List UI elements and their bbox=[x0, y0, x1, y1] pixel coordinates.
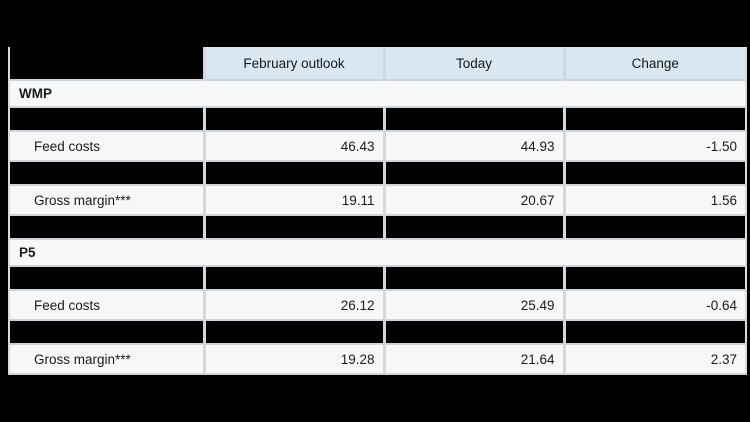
value-today: 21.64 bbox=[384, 344, 566, 375]
column-header-change: Change bbox=[564, 47, 746, 81]
redacted-row bbox=[9, 215, 746, 240]
redacted-cell bbox=[204, 266, 386, 291]
redacted-cell bbox=[384, 107, 566, 132]
value-change: -1.50 bbox=[564, 131, 746, 162]
row-label: Feed costs bbox=[9, 131, 206, 162]
value-change: -0.64 bbox=[564, 290, 746, 321]
redacted-row bbox=[9, 107, 746, 132]
value-today: 44.93 bbox=[384, 131, 566, 162]
redacted-cell bbox=[9, 320, 206, 345]
redacted-cell bbox=[384, 320, 566, 345]
section-row-p5: P5 bbox=[9, 239, 746, 267]
value-today: 20.67 bbox=[384, 185, 566, 216]
table-row-wmp-feed-costs: Feed costs 46.43 44.93 -1.50 bbox=[9, 131, 746, 162]
redacted-row bbox=[9, 320, 746, 345]
row-label: Feed costs bbox=[9, 290, 206, 321]
section-title: WMP bbox=[9, 80, 746, 108]
table-header-row: February outlook Today Change bbox=[9, 47, 746, 81]
redacted-cell bbox=[564, 161, 746, 186]
redacted-cell bbox=[564, 266, 746, 291]
value-february-outlook: 19.11 bbox=[204, 185, 386, 216]
redacted-cell bbox=[9, 161, 206, 186]
value-february-outlook: 46.43 bbox=[204, 131, 386, 162]
redacted-cell bbox=[564, 107, 746, 132]
redacted-cell bbox=[564, 215, 746, 240]
column-header-february-outlook: February outlook bbox=[204, 47, 386, 81]
table-row-wmp-gross-margin: Gross margin*** 19.11 20.67 1.56 bbox=[9, 185, 746, 216]
redacted-cell bbox=[564, 320, 746, 345]
value-february-outlook: 19.28 bbox=[204, 344, 386, 375]
row-label: Gross margin*** bbox=[9, 344, 206, 375]
row-label: Gross margin*** bbox=[9, 185, 206, 216]
redacted-cell bbox=[9, 107, 206, 132]
section-row-wmp: WMP bbox=[9, 80, 746, 108]
value-change: 2.37 bbox=[564, 344, 746, 375]
redacted-cell bbox=[204, 320, 386, 345]
value-february-outlook: 26.12 bbox=[204, 290, 386, 321]
outlook-table: February outlook Today Change WMP Feed c… bbox=[8, 47, 747, 375]
column-header-today: Today bbox=[384, 47, 566, 81]
value-change: 1.56 bbox=[564, 185, 746, 216]
value-today: 25.49 bbox=[384, 290, 566, 321]
redacted-cell bbox=[9, 266, 206, 291]
table-row-p5-feed-costs: Feed costs 26.12 25.49 -0.64 bbox=[9, 290, 746, 321]
table-row-p5-gross-margin: Gross margin*** 19.28 21.64 2.37 bbox=[9, 344, 746, 375]
redacted-cell bbox=[204, 161, 386, 186]
redacted-cell bbox=[9, 215, 206, 240]
redacted-cell bbox=[204, 107, 386, 132]
redacted-row bbox=[9, 266, 746, 291]
redacted-cell bbox=[384, 266, 566, 291]
redacted-row bbox=[9, 161, 746, 186]
redacted-cell bbox=[204, 215, 386, 240]
redacted-cell bbox=[384, 215, 566, 240]
redacted-header-cell bbox=[9, 47, 206, 81]
redacted-cell bbox=[384, 161, 566, 186]
section-title: P5 bbox=[9, 239, 746, 267]
